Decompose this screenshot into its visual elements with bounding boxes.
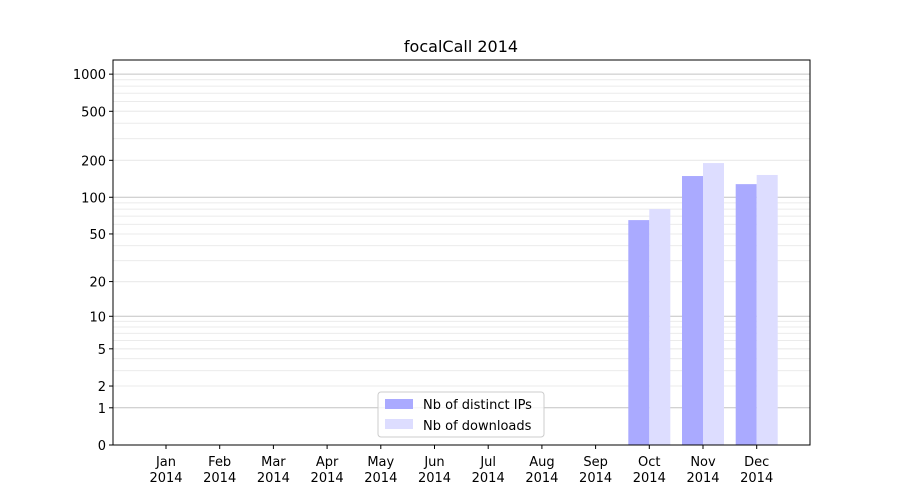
bar-downloads: [703, 163, 724, 445]
y-tick-label: 10: [89, 310, 106, 325]
x-tick-label: Jun 2014: [418, 455, 451, 486]
y-tick-label: 20: [89, 276, 106, 291]
x-tick-label: Jan 2014: [149, 455, 182, 486]
legend-swatch-distinct-ips: [385, 399, 413, 409]
legend-swatch-downloads: [385, 419, 413, 429]
plot-frame: [112, 59, 811, 446]
y-tick-label: 50: [89, 228, 106, 243]
y-axis: 0 1 2 5 10 20 50 100 200 500 1000: [73, 68, 113, 454]
x-tick-label: Dec 2014: [740, 455, 773, 486]
x-tick-label: Aug 2014: [525, 455, 558, 486]
x-axis: Jan 2014 Feb 2014 Mar 2014 Apr 2014 May 2014 Jun 20…: [149, 445, 773, 486]
y-tick-label: 2: [98, 380, 106, 395]
chart-title: focalCall 2014: [404, 37, 518, 56]
bar-downloads: [756, 174, 778, 445]
x-tick-label: Sep 2014: [579, 455, 612, 486]
y-tick-label: 200: [81, 154, 106, 169]
legend: Nb of distinct IPs Nb of downloads: [377, 391, 545, 438]
y-tick-label: 1: [98, 402, 106, 417]
legend-box: [377, 391, 545, 438]
x-tick-label: Nov 2014: [686, 455, 719, 486]
bar-downloads: [649, 209, 671, 445]
y-tick-label: 100: [81, 191, 106, 206]
bar-distinct-ips: [735, 184, 757, 446]
bars: [628, 163, 778, 446]
bar-distinct-ips: [628, 220, 650, 445]
x-tick-label: May 2014: [364, 455, 397, 486]
legend-label-distinct-ips: Nb of distinct IPs: [423, 398, 532, 413]
bar-distinct-ips: [682, 176, 703, 445]
x-tick-label: Apr 2014: [311, 455, 344, 486]
legend-label-downloads: Nb of downloads: [423, 419, 532, 434]
y-tick-label: 0: [98, 439, 106, 454]
y-tick-label: 500: [81, 105, 106, 120]
y-tick-label: 5: [98, 343, 106, 358]
x-tick-label: Oct 2014: [633, 455, 666, 486]
x-tick-label: Mar 2014: [257, 455, 290, 486]
x-tick-label: Feb 2014: [203, 455, 236, 486]
y-tick-label: 1000: [73, 68, 106, 83]
x-tick-label: Jul 2014: [472, 455, 505, 486]
